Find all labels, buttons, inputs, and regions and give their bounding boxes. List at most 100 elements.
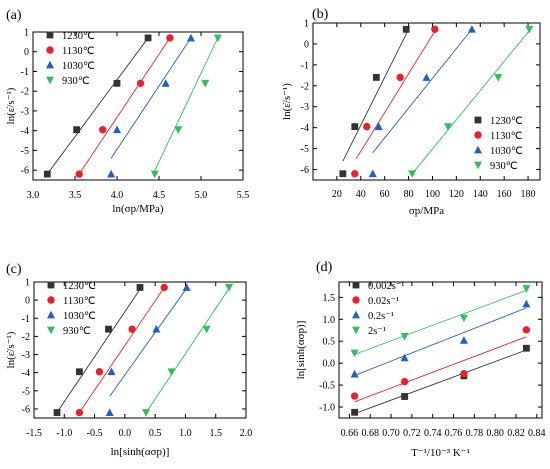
x-tick-label: 1.0 (179, 428, 192, 439)
y-axis-label: ln(ε̇/s⁻¹) (281, 83, 293, 120)
y-tick-label: 0 (25, 296, 30, 307)
fit-line (152, 37, 219, 175)
data-point (402, 25, 410, 33)
x-tick-label: 4.0 (111, 190, 124, 201)
panel-label: (d) (316, 260, 333, 275)
x-tick-label: 0.0 (119, 428, 132, 439)
legend-marker (474, 145, 482, 154)
data-point (351, 170, 359, 178)
x-tick-label: 0.72 (403, 428, 421, 439)
data-point (351, 123, 359, 131)
y-tick-label: 1.0 (323, 315, 336, 326)
data-point (150, 170, 159, 179)
data-point (459, 336, 468, 344)
series-0 (43, 34, 152, 178)
y-tick-label: -6 (21, 166, 29, 177)
data-point (160, 283, 168, 292)
x-tick-label: 80 (404, 189, 414, 200)
y-tick-label: -4 (21, 126, 29, 137)
series-1 (75, 34, 174, 178)
panel-c: -1.5 -1.0 -0.5 0.0 0.5 1.0 1.5 2.0 1 0 -1 -2 -3 -4 -5 -… (5, 262, 252, 458)
series-2 (105, 283, 191, 416)
legend-marker (46, 76, 54, 85)
fit-line (78, 37, 171, 175)
y-tick-label: -3 (301, 102, 309, 113)
y-axis-label: ln(ε̇/s⁻¹) (5, 87, 17, 124)
y-tick-label: -3 (21, 106, 29, 117)
y-tick-label: -5 (21, 146, 29, 157)
series-3 (350, 285, 531, 358)
y-tick-label: -1 (301, 60, 309, 71)
plot-frame (338, 281, 543, 419)
legend-label: 1230℃ (63, 281, 96, 292)
data-point (522, 326, 531, 334)
y-tick-label: -5 (22, 386, 30, 397)
data-point (136, 79, 145, 88)
data-point (444, 123, 453, 131)
plot-frame (312, 22, 541, 181)
legend-marker (46, 31, 54, 39)
legend: 0.002s⁻¹ 0.02s⁻¹ 0.2s⁻¹ 2s⁻¹ (352, 281, 404, 337)
data-point (95, 368, 104, 376)
data-point (400, 353, 409, 362)
legend-marker (352, 326, 360, 335)
x-tick-label: 0.66 (341, 428, 359, 439)
data-point (144, 34, 152, 42)
data-point (368, 169, 377, 178)
data-point (374, 122, 383, 131)
data-point (128, 325, 136, 333)
y-tick-label: 1.5 (323, 293, 336, 304)
x-tick-label: 0.80 (486, 428, 504, 439)
legend-marker (352, 296, 360, 304)
legend-label: 1130℃ (63, 296, 96, 307)
panel-label: (b) (312, 7, 329, 22)
data-point (350, 392, 359, 400)
x-tick-label: 120 (449, 189, 464, 200)
series-1 (350, 326, 531, 403)
data-point (459, 314, 468, 323)
series-3 (142, 284, 234, 417)
fit-line (355, 29, 437, 160)
panel-label: (c) (6, 262, 22, 277)
x-tick-label: 0.68 (361, 428, 379, 439)
y-tick-label: 1 (25, 278, 30, 289)
data-point (431, 25, 439, 33)
y-tick-label: -4 (301, 123, 309, 134)
fit-line (109, 287, 188, 397)
legend-label: 1030℃ (490, 146, 523, 157)
data-point (76, 368, 83, 376)
y-tick-label: 0 (304, 39, 309, 50)
data-point (522, 299, 531, 308)
fit-line (354, 289, 527, 355)
y-tick-label: -2 (22, 332, 30, 343)
x-tick-label: 3.0 (27, 190, 40, 201)
x-axis-label: ln(σp/MPa) (112, 203, 163, 215)
data-point (201, 79, 210, 88)
legend-label: 1130℃ (62, 46, 95, 57)
legend-marker (46, 46, 54, 54)
fit-line (145, 287, 231, 413)
y-tick-label: -0.5 (319, 381, 335, 392)
y-tick-label: 1 (304, 19, 309, 30)
x-tick-label: -0.5 (87, 428, 103, 439)
series-2 (368, 25, 476, 178)
x-tick-label: 60 (380, 189, 390, 200)
data-point (107, 169, 116, 178)
legend-marker (47, 281, 55, 289)
plot-frame (33, 281, 247, 419)
data-point (372, 74, 380, 81)
fit-line (354, 307, 527, 376)
legend-marker (352, 310, 360, 319)
data-point (213, 34, 222, 43)
data-point (99, 125, 107, 134)
x-tick-label: 0.76 (445, 428, 463, 439)
data-point (400, 333, 409, 341)
series-3 (150, 34, 222, 179)
y-tick-label: -1 (22, 314, 30, 325)
series-0 (339, 25, 410, 178)
legend-label: 1230℃ (62, 31, 95, 42)
x-tick-label: 140 (473, 189, 488, 200)
x-axis-label: σp/MPa (409, 205, 444, 217)
legend-label: 1230℃ (490, 116, 523, 127)
